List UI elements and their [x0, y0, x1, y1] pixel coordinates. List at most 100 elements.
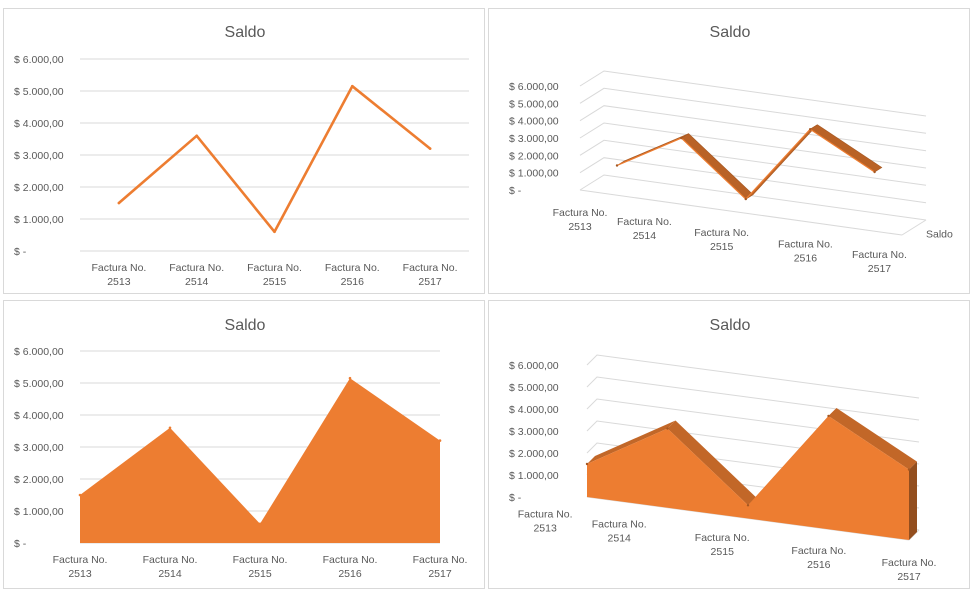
gridline	[579, 87, 927, 134]
chart-title: Saldo	[225, 317, 266, 334]
chart-svg-area-3d: Saldo $ - $ 1.000,00 $ 2.000,00 $ 3.000,00 $ …	[509, 317, 937, 583]
y-tick-label: $ 3.000,00	[509, 133, 559, 145]
x-tick-label: Factura No. 2517	[403, 262, 458, 288]
chart-panel-area-3d: Saldo $ - $ 1.000,00 $ 2.000,00 $ 3.000,00 $ …	[488, 300, 970, 589]
data-point	[585, 462, 589, 466]
y-tick-label: $ 3.000,00	[14, 442, 64, 454]
y-tick-label: $ -	[509, 492, 522, 504]
data-point	[438, 439, 442, 442]
data-point	[873, 170, 876, 174]
chart-panel-area-2d: Saldo $ - $ 1.000,00 $ 2.000,00 $ 3.000,00 $ …	[3, 300, 485, 589]
x-tick-label: Factura No. 2515	[233, 554, 288, 580]
chart-panel-line-3d: Saldo $ - $ 1.000,00 $ 2.000,00 $ 3.000,00 $ …	[488, 8, 970, 294]
y-tick-label: $ 1.000,00	[14, 214, 64, 226]
y-tick-label: $ 6.000,00	[14, 346, 64, 358]
data-point	[78, 493, 82, 497]
gridline	[579, 105, 927, 152]
y-tick-label: $ 3.000,00	[14, 150, 64, 162]
x-tick-label: Factura No. 2513	[53, 554, 108, 580]
y-tick-label: $ 5.000,00	[14, 378, 64, 390]
data-point	[746, 504, 750, 507]
gridline	[586, 354, 920, 399]
gridline	[579, 157, 927, 204]
data-point	[117, 201, 121, 205]
y-tick-label: $ 1.000,00	[509, 168, 559, 180]
y-tick-label: $ 2.000,00	[509, 150, 559, 162]
x-tick-label: Factura No. 2515	[694, 227, 749, 253]
x-tick-label: Factura No. 2517	[413, 554, 468, 580]
series-axis-label: Saldo	[926, 229, 953, 241]
floor-front-edge	[579, 189, 903, 236]
data-point	[258, 522, 262, 526]
y-tick-label: $ 6.000,00	[509, 360, 559, 372]
y-tick-label: $ -	[509, 185, 522, 197]
data-point	[680, 136, 683, 140]
x-tick-label: Factura No. 2514	[592, 518, 647, 544]
series-area	[80, 378, 440, 543]
data-point	[428, 147, 432, 150]
x-tick-label: Factura No. 2513	[553, 207, 608, 233]
y-tick-label: $ 5.000,00	[509, 98, 559, 110]
data-point	[273, 230, 276, 234]
data-point	[827, 414, 830, 418]
gridline	[586, 376, 920, 421]
y-tick-label: $ 2.000,00	[509, 448, 559, 460]
data-point	[351, 84, 354, 88]
chart-svg-line-2d: Saldo $ - $ 1.000,00 $ 2.000,00 $ 3.000,00 $ …	[14, 24, 469, 288]
y-tick-label: $ 4.000,00	[14, 118, 64, 130]
y-tick-label: $ -	[14, 538, 27, 550]
x-tick-label: Factura No. 2515	[695, 532, 750, 558]
x-tick-label: Factura No. 2516	[325, 262, 380, 288]
y-tick-label: $ 1.000,00	[14, 506, 64, 518]
chart-panel-line-2d: Saldo $ - $ 1.000,00 $ 2.000,00 $ 3.000,00 $ …	[3, 8, 485, 294]
x-tick-label: Factura No. 2513	[91, 262, 146, 288]
y-tick-label: $ 2.000,00	[14, 474, 64, 486]
series-area-top	[587, 420, 676, 464]
gridline	[579, 70, 927, 117]
y-tick-label: $ 1.000,00	[509, 470, 559, 482]
series-area-top	[828, 408, 917, 470]
data-point	[348, 376, 352, 380]
x-tick-label: Factura No. 2514	[617, 216, 672, 242]
y-tick-label: $ 2.000,00	[14, 182, 64, 194]
y-tick-label: $ 4.000,00	[509, 116, 559, 128]
data-point	[744, 197, 747, 201]
series-area-side	[909, 461, 917, 540]
gridline	[579, 139, 927, 186]
series-ribbon-segment	[809, 124, 883, 173]
data-point	[195, 134, 198, 138]
y-tick-label: $ -	[14, 246, 27, 258]
x-tick-label: Factura No. 2517	[852, 249, 907, 275]
x-tick-label: Factura No. 2514	[169, 262, 224, 288]
y-tick-label: $ 6.000,00	[509, 81, 559, 93]
data-point	[907, 468, 911, 471]
x-tick-label: Factura No. 2513	[518, 508, 573, 534]
gridline	[579, 174, 927, 221]
x-tick-label: Factura No. 2517	[882, 557, 937, 583]
chart-svg-area-2d: Saldo $ - $ 1.000,00 $ 2.000,00 $ 3.000,00 $ …	[14, 317, 468, 580]
series-area-top	[667, 420, 756, 506]
x-tick-label: Factura No. 2516	[791, 545, 846, 571]
y-tick-label: $ 4.000,00	[14, 410, 64, 422]
data-point	[615, 164, 619, 167]
x-tick-label: Factura No. 2515	[247, 262, 302, 288]
gridline	[579, 122, 927, 169]
data-point	[666, 427, 669, 430]
y-tick-label: $ 6.000,00	[14, 54, 64, 66]
x-tick-label: Factura No. 2516	[323, 554, 378, 580]
chart-title: Saldo	[710, 24, 751, 41]
x-tick-label: Factura No. 2514	[143, 554, 198, 580]
y-tick-label: $ 3.000,00	[509, 426, 559, 438]
floor-right-edge	[901, 219, 927, 236]
x-tick-label: Factura No. 2516	[778, 239, 833, 265]
y-tick-label: $ 4.000,00	[509, 404, 559, 416]
chart-svg-line-3d: Saldo $ - $ 1.000,00 $ 2.000,00 $ 3.000,00 $ …	[509, 24, 953, 275]
chart-title: Saldo	[225, 24, 266, 41]
y-tick-label: $ 5.000,00	[509, 382, 559, 394]
gridline	[586, 398, 920, 443]
series-ribbon-segment	[680, 133, 754, 200]
y-tick-label: $ 5.000,00	[14, 86, 64, 98]
series-line	[117, 84, 432, 234]
series-area	[587, 416, 909, 540]
data-point	[809, 128, 812, 131]
